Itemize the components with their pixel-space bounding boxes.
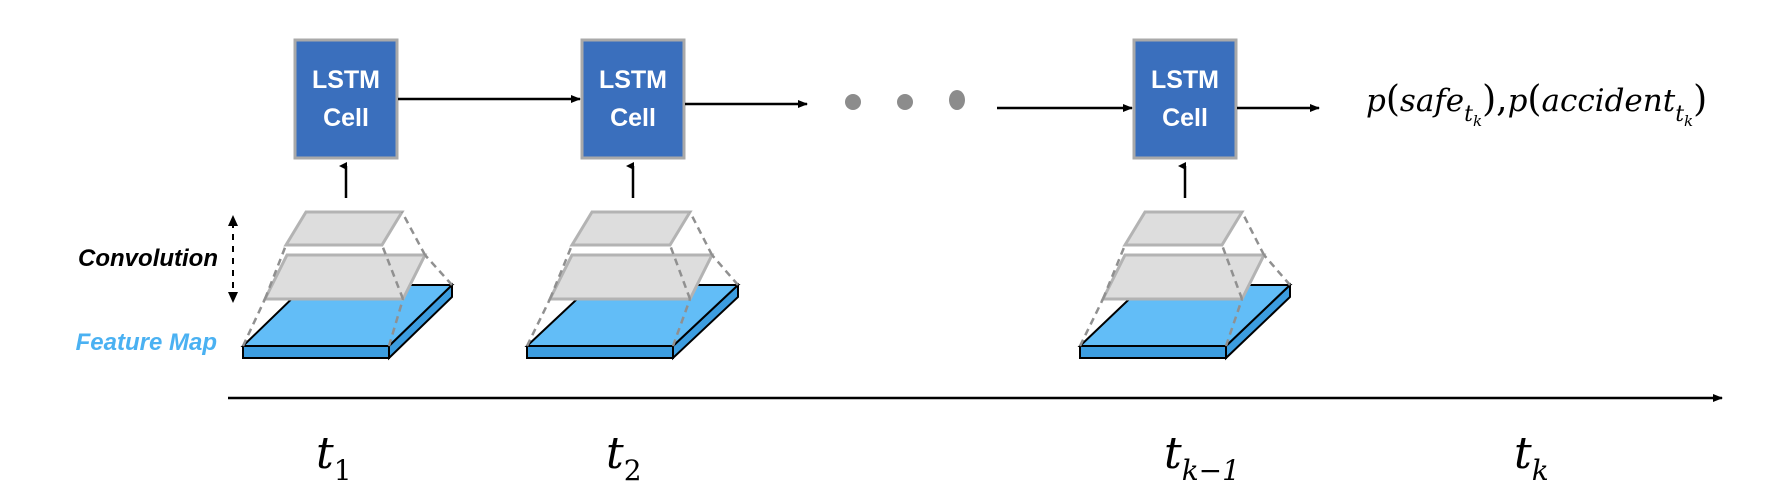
output-accident: accident xyxy=(1541,83,1675,119)
timestep-base: t xyxy=(1164,428,1182,479)
lstm-cell-label-line2: Cell xyxy=(1162,104,1208,132)
timestep-sub: k−1 xyxy=(1182,454,1240,487)
timestep-sub: 2 xyxy=(624,454,642,487)
lstm-cell-box xyxy=(1132,38,1238,160)
output-close2: ) xyxy=(1693,79,1707,120)
timestep-base: t xyxy=(316,428,334,479)
feature-map-edge xyxy=(526,345,674,359)
projection-line xyxy=(380,244,405,300)
timestep-label-1: t1 xyxy=(316,428,352,487)
lstm-cell-3: LSTM Cell xyxy=(1132,38,1238,160)
lstm-cell-1: LSTM Cell xyxy=(293,38,399,160)
projection-line xyxy=(1263,254,1291,286)
lstm-cell-label-line1: LSTM xyxy=(1151,66,1219,94)
feature-map-label: Feature Map xyxy=(76,329,217,356)
timestep-label-4: tk xyxy=(1514,428,1549,487)
projection-line xyxy=(387,298,405,347)
output-subsub2: k xyxy=(1684,112,1693,130)
output-subsub1: k xyxy=(1473,112,1482,130)
projection-line xyxy=(1224,298,1244,347)
projection-line xyxy=(400,211,427,256)
projection-line xyxy=(1220,244,1244,300)
output-p1: p xyxy=(1366,83,1386,119)
ellipsis-dot xyxy=(949,90,965,110)
convolution-arrowhead-down xyxy=(228,292,238,303)
projection-line xyxy=(525,298,552,347)
lstm-cell-2: LSTM Cell xyxy=(580,38,686,160)
projection-line xyxy=(711,254,739,286)
output-safe: safe xyxy=(1400,83,1464,119)
timestep-sub: 1 xyxy=(334,454,352,487)
output-sub1: t xyxy=(1464,102,1473,127)
ellipsis-dot xyxy=(845,94,861,110)
projection-line xyxy=(548,244,574,300)
projection-line xyxy=(424,254,453,286)
timestep-label-2: t2 xyxy=(606,428,642,487)
output-probabilities: p(safetk),p(accidenttk) xyxy=(1366,79,1707,130)
lstm-cell-label-line2: Cell xyxy=(323,104,369,132)
convolution-label: Convolution xyxy=(78,245,218,272)
feature-stack-2 xyxy=(524,210,741,361)
conv-layer-upper xyxy=(1122,210,1245,247)
output-sub2: t xyxy=(1675,102,1684,127)
feature-map-edge xyxy=(242,345,390,359)
conv-layer-upper xyxy=(283,210,405,247)
feature-stack-3 xyxy=(1077,210,1293,361)
projection-line xyxy=(241,298,267,347)
output-p2: p xyxy=(1508,83,1528,119)
feature-map-edge xyxy=(1079,345,1227,359)
lstm-cell-label-line1: LSTM xyxy=(599,66,667,94)
lstm-cell-label-line1: LSTM xyxy=(312,66,380,94)
convolution-arrowhead-up xyxy=(228,215,238,226)
projection-line xyxy=(1078,298,1105,347)
projection-line xyxy=(668,244,692,300)
projection-line xyxy=(1101,244,1127,300)
timestep-base: t xyxy=(606,428,624,479)
lstm-cell-box xyxy=(580,38,686,160)
projection-line xyxy=(688,211,714,256)
lstm-cell-label-line2: Cell xyxy=(610,104,656,132)
timestep-base: t xyxy=(1514,428,1532,479)
feature-stack-1 xyxy=(240,210,455,361)
projection-line xyxy=(671,298,692,347)
lstm-cell-box xyxy=(293,38,399,160)
output-open2: ( xyxy=(1527,79,1541,120)
projection-line xyxy=(263,244,288,300)
ellipsis-dots xyxy=(845,90,965,110)
conv-layer-upper xyxy=(569,210,693,247)
output-open1: ( xyxy=(1386,79,1400,120)
timestep-sub: k xyxy=(1532,454,1549,487)
output-close1: ), xyxy=(1482,79,1508,120)
ellipsis-dot xyxy=(897,94,913,110)
timestep-label-3: tk−1 xyxy=(1164,428,1240,487)
projection-line xyxy=(1240,211,1266,256)
